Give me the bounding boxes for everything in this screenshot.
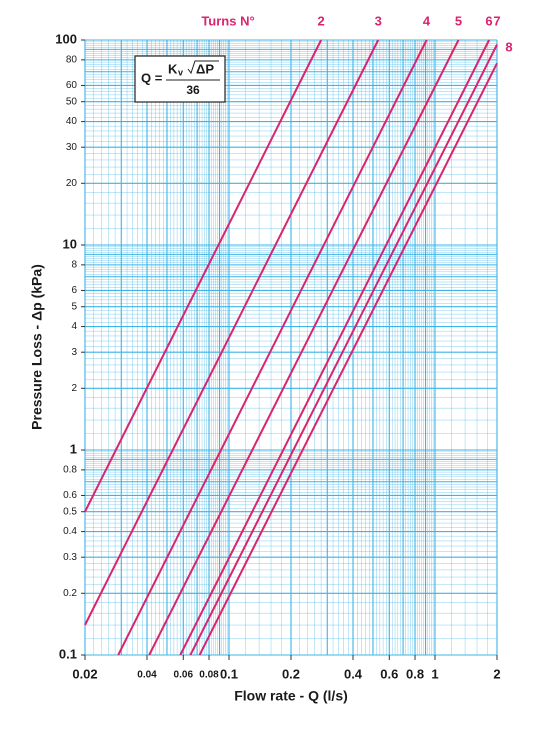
formula-denominator: 36 <box>186 83 200 97</box>
y-tick-label: 80 <box>66 55 78 66</box>
y-tick-label: 50 <box>66 96 78 107</box>
x-tick-label: 0.08 <box>199 670 219 681</box>
lines <box>84 39 498 656</box>
y-tick-label: 0.2 <box>63 588 77 599</box>
formula-lhs: Q = <box>141 70 163 85</box>
series-label: 3 <box>375 13 382 28</box>
series-label: 7 <box>493 13 500 28</box>
y-tick-label: 3 <box>71 347 77 358</box>
x-tick-label: 0.04 <box>137 670 157 681</box>
formula-sub: v <box>178 67 183 77</box>
series-label: 8 <box>505 40 512 55</box>
turns-label: Turns N° <box>201 13 254 28</box>
y-axis-label: Pressure Loss - Δp (kPa) <box>29 264 45 430</box>
y-tick-label: 0.6 <box>63 490 77 501</box>
x-tick-label: 0.4 <box>344 666 363 681</box>
series-line <box>117 39 428 656</box>
y-tick-label: 4 <box>71 321 77 332</box>
y-tick-label: 30 <box>66 142 78 153</box>
y-tick-label: 6 <box>71 285 77 296</box>
series-label: 4 <box>423 13 431 28</box>
x-tick-label: 0.1 <box>220 666 238 681</box>
y-tick-label: 0.1 <box>59 646 77 661</box>
x-axis-label: Flow rate - Q (l/s) <box>234 688 348 704</box>
y-tick-label: 1 <box>70 441 77 456</box>
series-line <box>179 39 490 656</box>
x-tick-label: 2 <box>493 666 500 681</box>
y-tick-label: 2 <box>71 383 77 394</box>
y-tick-label: 40 <box>66 116 78 127</box>
sqrt-sign <box>187 60 219 75</box>
formula-radicand: ΔP <box>196 61 214 76</box>
y-tick-label: 5 <box>71 301 77 312</box>
y-tick-label: 10 <box>63 236 77 251</box>
x-tick-label: 0.6 <box>380 666 398 681</box>
x-tick-label: 1 <box>431 666 438 681</box>
y-tick-label: 0.4 <box>63 526 77 537</box>
grid <box>81 39 498 660</box>
series-line <box>148 39 460 656</box>
x-tick-label: 0.2 <box>282 666 300 681</box>
series-line <box>84 39 380 626</box>
series-line <box>198 62 498 656</box>
series-label: 6 <box>485 13 492 28</box>
y-tick-label: 20 <box>66 178 78 189</box>
y-tick-label: 8 <box>71 260 77 271</box>
y-tick-label: 0.3 <box>63 552 77 563</box>
series-label: 2 <box>317 13 324 28</box>
series-label: 5 <box>455 13 462 28</box>
formula-k: K <box>168 61 178 76</box>
x-tick-label: 0.06 <box>174 670 194 681</box>
y-tick-label: 100 <box>55 31 77 46</box>
y-tick-label: 0.5 <box>63 506 77 517</box>
x-tick-label: 0.02 <box>72 666 97 681</box>
x-tick-label: 0.8 <box>406 666 424 681</box>
y-tick-label: 60 <box>66 80 78 91</box>
formula-box <box>134 55 226 103</box>
y-tick-label: 0.8 <box>63 465 77 476</box>
series-line <box>189 44 498 656</box>
series-line <box>84 39 322 513</box>
